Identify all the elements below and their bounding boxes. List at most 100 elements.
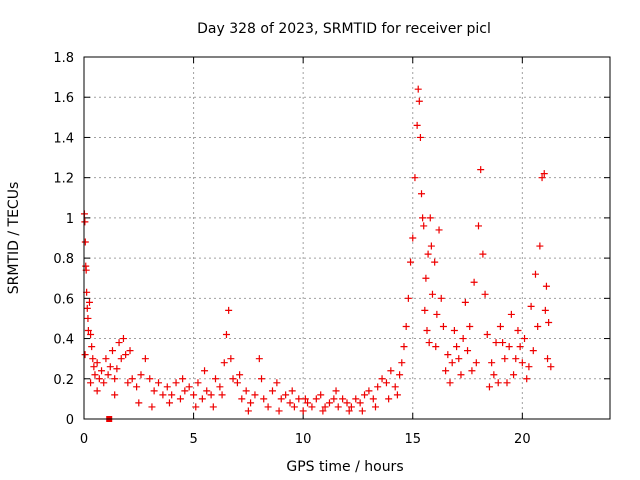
y-tick-label: 0.4 — [53, 333, 74, 348]
data-point — [514, 327, 522, 335]
data-point — [431, 258, 439, 266]
data-point — [286, 399, 294, 407]
data-point — [422, 274, 430, 282]
data-point — [216, 383, 224, 391]
data-point — [88, 343, 96, 351]
data-point — [459, 335, 467, 343]
data-point — [499, 339, 507, 347]
data-point — [148, 403, 156, 411]
data-point — [496, 322, 504, 330]
data-point — [481, 290, 489, 298]
y-tick-label: 0.2 — [53, 373, 74, 388]
x-tick-label: 20 — [514, 432, 531, 447]
data-point — [512, 355, 520, 363]
data-point — [432, 343, 440, 351]
data-point — [415, 97, 423, 105]
data-point — [483, 331, 491, 339]
data-point — [365, 387, 373, 395]
data-point — [538, 174, 546, 182]
data-point — [534, 322, 542, 330]
data-point — [427, 242, 435, 250]
data-point — [387, 367, 395, 375]
data-point — [264, 403, 272, 411]
plot-frame — [83, 56, 611, 420]
data-point — [201, 367, 209, 375]
data-point — [444, 351, 452, 359]
data-point — [150, 387, 158, 395]
data-point — [108, 347, 116, 355]
data-point — [428, 290, 436, 298]
data-point — [268, 387, 276, 395]
data-point — [133, 383, 141, 391]
data-point — [122, 351, 130, 359]
data-point — [244, 407, 252, 415]
data-point — [347, 403, 355, 411]
data-point — [402, 322, 410, 330]
data-point — [542, 282, 550, 290]
data-point — [455, 355, 463, 363]
data-point — [251, 391, 259, 399]
data-point — [404, 294, 412, 302]
data-point — [475, 222, 482, 230]
data-point — [448, 359, 456, 367]
data-point — [396, 371, 404, 379]
data-point — [190, 391, 198, 399]
data-point — [378, 375, 386, 383]
data-point — [442, 367, 450, 375]
data-point — [242, 387, 250, 395]
data-point — [521, 335, 529, 343]
data-point — [464, 347, 472, 355]
data-point — [472, 359, 480, 367]
data-point — [505, 343, 513, 351]
data-point — [113, 365, 121, 373]
x-tick-label: 0 — [80, 432, 88, 447]
data-point — [356, 399, 364, 407]
data-point — [424, 250, 432, 258]
data-point — [115, 339, 123, 347]
x-tick-label: 10 — [295, 432, 312, 447]
data-point — [218, 391, 226, 399]
data-point — [225, 306, 233, 314]
y-tick-label: 1.4 — [53, 131, 74, 146]
data-point — [220, 359, 228, 367]
data-point — [466, 322, 474, 330]
data-point — [277, 395, 285, 403]
data-point — [536, 242, 544, 250]
y-tick-label: 0 — [66, 413, 74, 428]
data-point — [87, 331, 95, 339]
data-point — [91, 371, 99, 379]
data-point — [95, 375, 103, 383]
data-point — [233, 379, 241, 387]
data-point — [418, 190, 426, 198]
data-point — [299, 407, 307, 415]
data-point — [247, 399, 255, 407]
data-point — [371, 403, 379, 411]
data-point — [423, 327, 431, 335]
data-point — [516, 343, 524, 351]
data-point — [81, 351, 89, 359]
data-point — [325, 399, 333, 407]
data-point — [479, 250, 487, 258]
data-point — [409, 234, 417, 242]
data-point — [198, 395, 206, 403]
data-points — [80, 85, 555, 422]
data-point — [126, 347, 134, 355]
data-point — [525, 363, 533, 371]
data-point — [330, 395, 338, 403]
data-point — [413, 121, 421, 129]
data-point — [544, 355, 552, 363]
data-point — [312, 395, 320, 403]
data-point — [304, 399, 312, 407]
data-point — [446, 379, 454, 387]
x-axis-label: GPS time / hours — [286, 459, 403, 475]
data-point — [398, 359, 406, 367]
data-point — [385, 395, 393, 403]
data-point — [529, 347, 537, 355]
data-point — [106, 363, 114, 371]
data-point — [100, 379, 108, 387]
data-point — [111, 375, 119, 383]
data-point — [124, 379, 132, 387]
data-point — [255, 355, 263, 363]
y-tick-label: 0.6 — [53, 292, 74, 307]
chart-title: Day 328 of 2023, SRMTID for receiver pic… — [197, 21, 491, 37]
